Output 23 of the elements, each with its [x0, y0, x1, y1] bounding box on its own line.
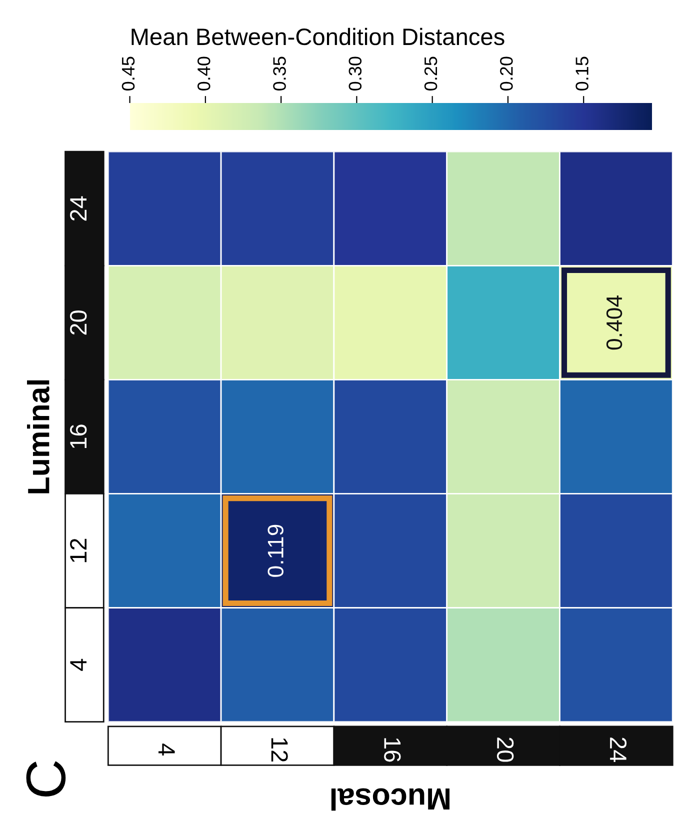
color-bar-label: 0.40 [197, 56, 210, 90]
color-bar-label: 0.20 [500, 56, 513, 90]
x-tick-label: 16 [384, 738, 401, 762]
x-tick-label: 20 [496, 738, 514, 762]
y-axis-title: Luminal [27, 380, 50, 494]
data-label: 0.119 [268, 524, 284, 577]
y-tick-label: 16 [70, 424, 87, 448]
text: C [26, 761, 66, 796]
color-bar-label: 0.15 [576, 56, 588, 90]
color-bar-label: 0.30 [348, 56, 362, 90]
color-bar-title: Mean Between-Condition Distances [132, 28, 504, 46]
y-tick-label: 12 [70, 538, 86, 562]
color-bar-label: 0.25 [424, 56, 438, 90]
x-tick-label: 12 [271, 738, 288, 762]
color-bar-label: 0.45 [122, 56, 135, 90]
x-tick-label: 4 [158, 744, 175, 756]
color-bar-label: 0.35 [273, 56, 286, 90]
x-tick-label: 24 [610, 738, 627, 762]
y-tick-label: 24 [70, 196, 86, 221]
x-axis-title: Mucosal [331, 788, 450, 811]
data-label: 0.404 [606, 296, 622, 350]
y-tick-label: 20 [70, 310, 87, 335]
y-tick-label: 4 [70, 658, 86, 671]
